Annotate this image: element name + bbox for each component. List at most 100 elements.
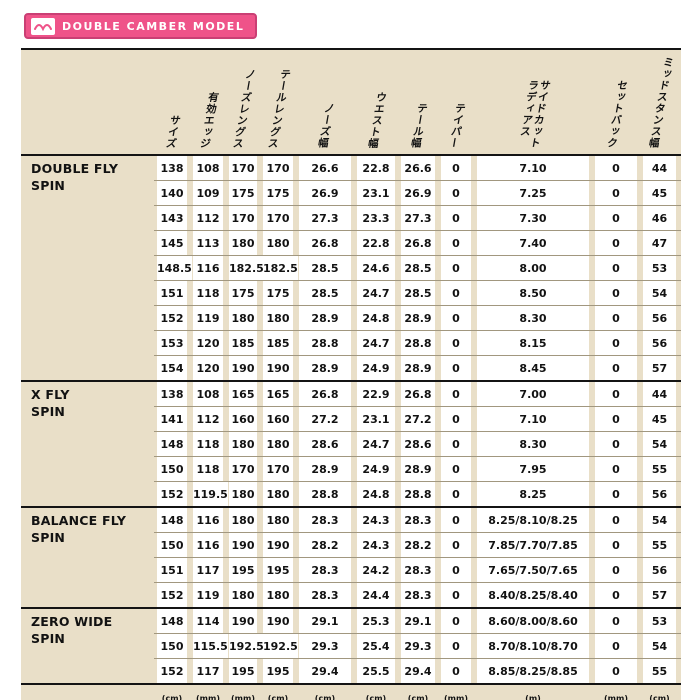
spec-value: 195 <box>229 558 257 582</box>
spec-cell: 190 <box>226 356 260 380</box>
spec-cell: 28.8 <box>398 482 438 506</box>
spec-cell: 28.6 <box>398 432 438 456</box>
spec-value: 195 <box>263 659 293 683</box>
group-rows: 138 108 165 165 26.8 22.9 26.8 0 7.00 0 44 141 112 16… <box>154 382 681 506</box>
spec-value: 28.9 <box>299 457 351 481</box>
spec-cell: 24.7 <box>354 331 398 355</box>
spec-cell: 28.9 <box>296 457 354 481</box>
spec-row: 151 117 195 195 28.3 24.2 28.3 0 7.65/7.50/7.65 0… <box>154 557 681 582</box>
spec-value: 0 <box>595 206 637 230</box>
spec-value: 143 <box>157 206 187 230</box>
spec-value: 28.5 <box>401 281 435 305</box>
spec-value: 151 <box>157 281 187 305</box>
spec-cell: 26.8 <box>296 231 354 255</box>
spec-cell: 108 <box>190 156 226 180</box>
spec-value: 8.70/8.10/8.70 <box>477 634 589 658</box>
spec-value: 27.2 <box>299 407 351 431</box>
spec-value: 115.5 <box>193 634 228 658</box>
spec-value: 29.1 <box>299 609 351 633</box>
spec-value: 24.2 <box>357 558 395 582</box>
spec-cell: 175 <box>226 181 260 205</box>
spec-value: 0 <box>595 659 637 683</box>
spec-value: 119.5 <box>193 482 228 506</box>
spec-cell: 28.8 <box>296 331 354 355</box>
spec-cell: 115.5 <box>190 634 228 658</box>
spec-value: 28.2 <box>299 533 351 557</box>
spec-cell: 23.1 <box>354 181 398 205</box>
spec-value: 153 <box>157 331 187 355</box>
model-banner: DOUBLE CAMBER MODEL <box>24 13 258 39</box>
spec-cell: 55 <box>640 533 679 557</box>
spec-cell: 26.6 <box>398 156 438 180</box>
column-header: テールレングス <box>260 50 296 154</box>
spec-value: 8.50 <box>477 281 589 305</box>
spec-cell: 0 <box>438 583 474 607</box>
spec-cell: 118 <box>190 432 226 456</box>
spec-row: 152 119.5 180 180 28.8 24.8 28.8 0 8.25 0 56 <box>154 481 681 506</box>
spec-value: 44 <box>643 382 676 406</box>
column-header: サイズ <box>154 50 190 154</box>
spec-cell: 0 <box>592 659 640 683</box>
spec-value: 0 <box>441 306 471 330</box>
column-header-label: 有効エッジ <box>197 91 220 150</box>
column-header: ノーズ幅 <box>296 50 354 154</box>
spec-value: 28.6 <box>299 432 351 456</box>
spec-value: 22.8 <box>357 156 395 180</box>
spec-value: 180 <box>263 306 293 330</box>
spec-cell: 26.6 <box>296 156 354 180</box>
spec-value: 190 <box>229 533 257 557</box>
spec-cell: 28.6 <box>296 432 354 456</box>
spec-cell: 24.2 <box>354 558 398 582</box>
spec-cell: 0 <box>438 206 474 230</box>
spec-value: 26.6 <box>401 156 435 180</box>
unit-label: (cm) <box>314 693 336 700</box>
spec-cell: 152 <box>154 306 190 330</box>
spec-value: 0 <box>441 382 471 406</box>
spec-value: 55 <box>643 533 676 557</box>
spec-value: 0 <box>595 609 637 633</box>
spec-value: 117 <box>193 659 223 683</box>
spec-value: 28.3 <box>401 583 435 607</box>
spec-value: 8.15 <box>477 331 589 355</box>
spec-value: 24.8 <box>357 482 395 506</box>
spec-cell: 53 <box>640 256 679 280</box>
spec-value: 0 <box>441 609 471 633</box>
spec-row: 148.5 116 182.5 182.5 28.5 24.6 28.5 0 8.00 0 53 <box>154 255 681 280</box>
spec-row: 148 116 180 180 28.3 24.3 28.3 0 8.25/8.10/8.25 0… <box>154 508 681 532</box>
spec-value: 0 <box>595 482 637 506</box>
spec-cell: 8.30 <box>474 432 592 456</box>
spec-cell: 46 <box>640 206 679 230</box>
spec-cell: 0 <box>592 306 640 330</box>
spec-value: 29.4 <box>401 659 435 683</box>
spec-cell: 26.9 <box>398 181 438 205</box>
spec-cell: 8.70/8.10/8.70 <box>474 634 592 658</box>
spec-cell: 0 <box>592 508 640 532</box>
group-rows: 138 108 170 170 26.6 22.8 26.6 0 7.10 0 44 140 109 17… <box>154 156 681 380</box>
spec-value: 27.2 <box>401 407 435 431</box>
spec-cell: 152 <box>154 482 190 506</box>
spec-value: 140 <box>157 181 187 205</box>
spec-value: 26.9 <box>299 181 351 205</box>
spec-cell: 180 <box>226 231 260 255</box>
spec-cell: 118 <box>190 281 226 305</box>
spec-cell: 0 <box>592 533 640 557</box>
spec-value: 0 <box>595 508 637 532</box>
spec-cell: 150 <box>154 457 190 481</box>
spec-value: 138 <box>157 382 187 406</box>
spec-value: 117 <box>193 558 223 582</box>
spec-cell: 153 <box>154 331 190 355</box>
spec-cell: 116 <box>190 533 226 557</box>
spec-row: 152 119 180 180 28.3 24.4 28.3 0 8.40/8.25/8.40 0… <box>154 582 681 607</box>
spec-cell: 170 <box>260 457 296 481</box>
spec-cell: 29.3 <box>398 634 438 658</box>
spec-value: 0 <box>441 156 471 180</box>
spec-value: 0 <box>595 457 637 481</box>
spec-cell: 24.8 <box>354 482 398 506</box>
spec-cell: 29.1 <box>296 609 354 633</box>
spec-row: 140 109 175 175 26.9 23.1 26.9 0 7.25 0 45 <box>154 180 681 205</box>
spec-cell: 28.2 <box>398 533 438 557</box>
spec-cell: 151 <box>154 558 190 582</box>
spec-value: 175 <box>229 281 257 305</box>
spec-value: 28.3 <box>401 558 435 582</box>
spec-value: 175 <box>229 181 257 205</box>
